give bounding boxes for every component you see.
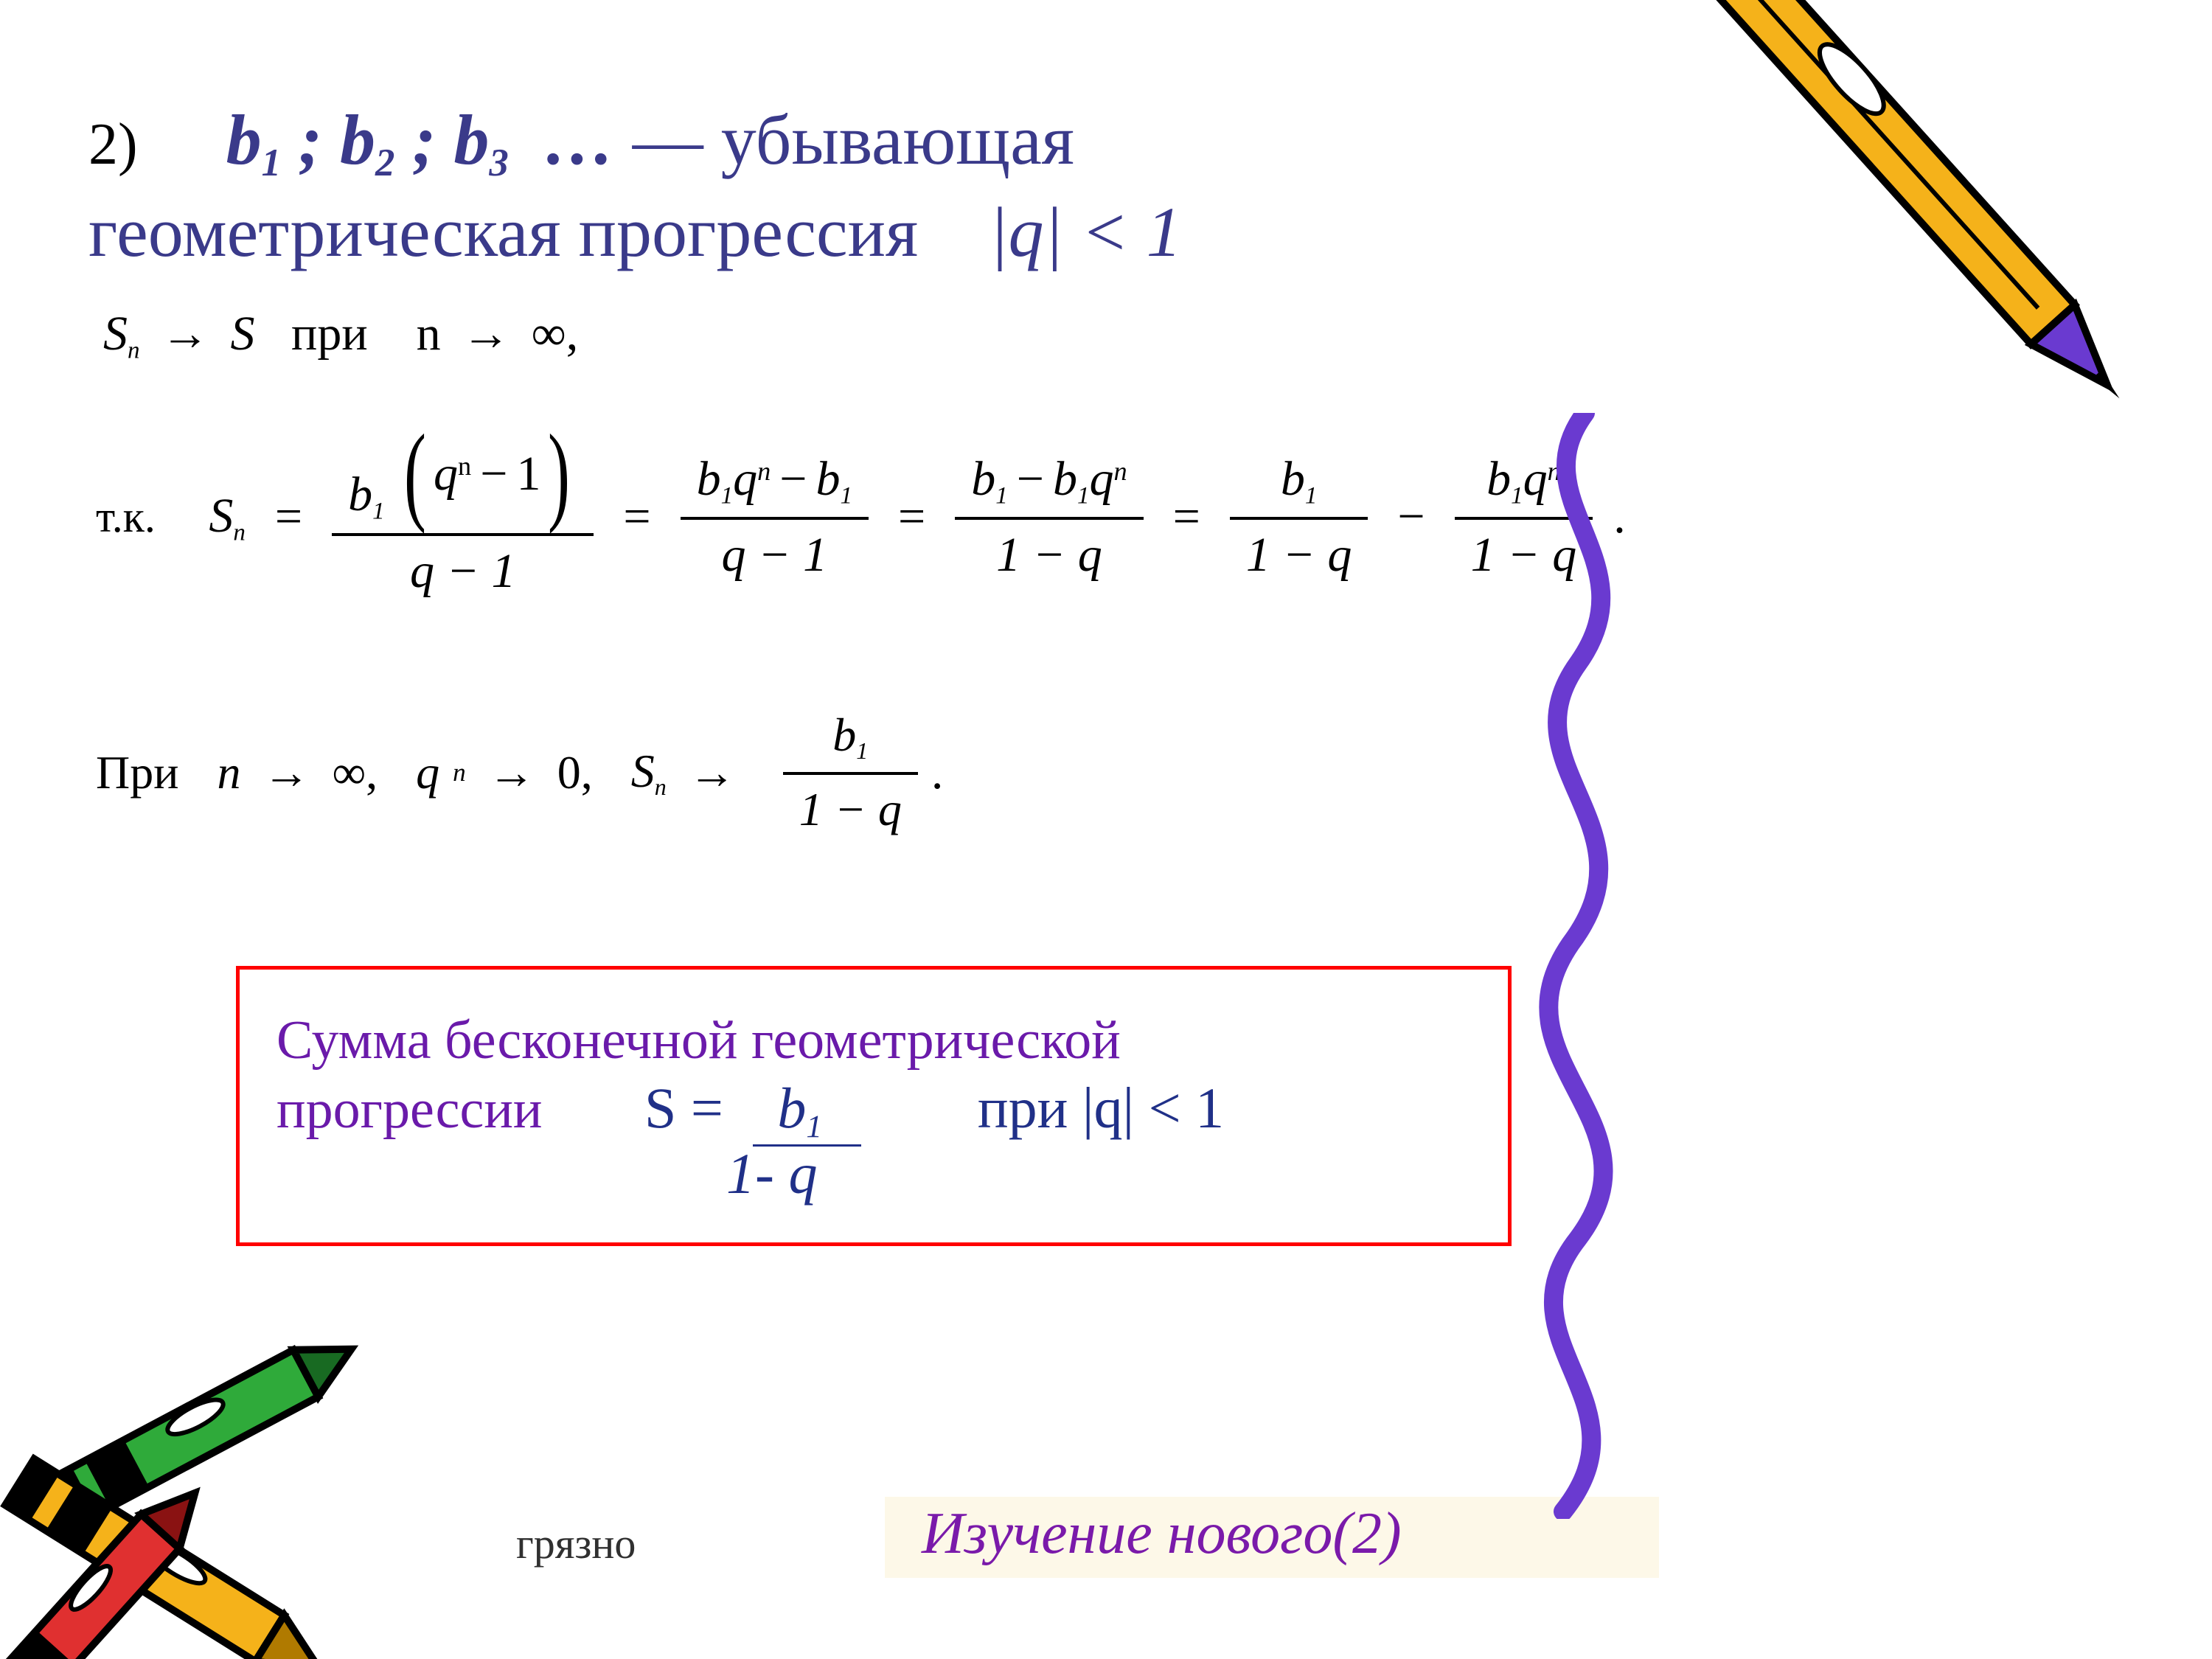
box-line3: 1- q <box>276 1141 1471 1207</box>
slide-title: 2) b1 ; b2 ; b3 … — убывающая геометриче… <box>88 96 1563 276</box>
title-sequence: b1 ; b2 ; b3 … <box>226 100 633 179</box>
title-cond: |q| < 1 <box>989 192 1182 271</box>
deriv-frac1: b1 ( qn−1 ) q − 1 <box>332 428 594 607</box>
math-derivation: т.к. Sn = b1 ( qn−1 ) q − 1 = b1qn−b1 q … <box>96 428 1626 607</box>
box-line2: прогрессии S = b1 при |q| < 1 <box>276 1075 1471 1147</box>
math-limit-line: При n→∞, qn→0, Sn→ b1 1 − q . <box>96 700 943 844</box>
title-lead-number: 2) <box>88 112 138 177</box>
deriv-frac3: b1−b1qn 1 − q <box>955 444 1143 591</box>
crayons-bottom-left-icon <box>0 1298 487 1659</box>
deriv-tk: т.к. <box>96 492 156 543</box>
deriv-frac4: b1 1 − q <box>1230 444 1368 591</box>
math-limit-statement: Sn → S при n → ∞, <box>103 306 578 365</box>
scribble-right-icon <box>1489 413 1681 1519</box>
conclusion-box: Сумма бесконечной геометрической прогрес… <box>236 966 1512 1246</box>
box-line1: Сумма бесконечной геометрической <box>276 1006 1471 1075</box>
footer-left: грязно <box>516 1519 636 1568</box>
deriv-frac2: b1qn−b1 q − 1 <box>681 444 869 591</box>
footer-right: Изучение нового(2) <box>922 1500 1402 1568</box>
limit-frac: b1 1 − q <box>783 700 918 844</box>
deriv-sn: Sn <box>209 488 246 547</box>
